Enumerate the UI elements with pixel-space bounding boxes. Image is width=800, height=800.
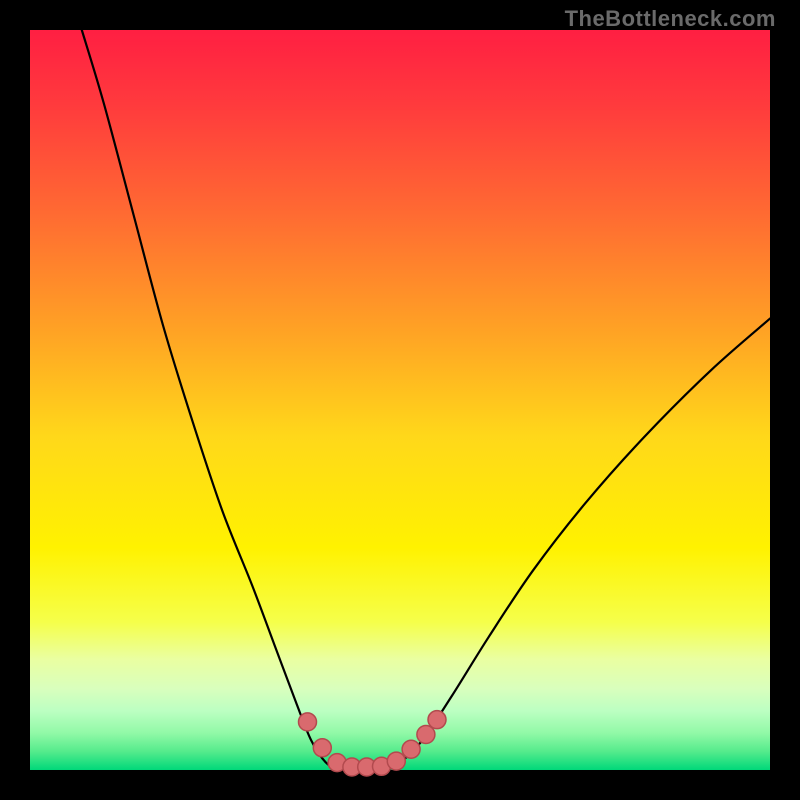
marker-point	[387, 752, 405, 770]
marker-point	[402, 740, 420, 758]
chart-container: TheBottleneck.com	[0, 0, 800, 800]
bottleneck-chart	[0, 0, 800, 800]
marker-point	[428, 711, 446, 729]
marker-point	[313, 739, 331, 757]
marker-point	[299, 713, 317, 731]
marker-point	[417, 725, 435, 743]
watermark-text: TheBottleneck.com	[565, 6, 776, 32]
plot-area	[30, 30, 770, 770]
